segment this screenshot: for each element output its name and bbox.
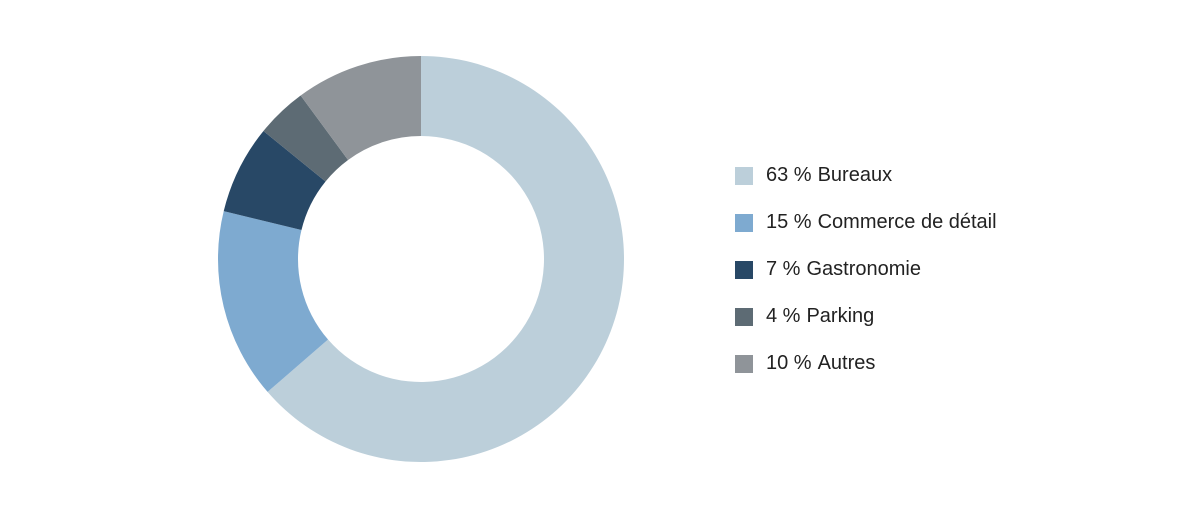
legend-category: Commerce de détail xyxy=(818,211,997,233)
legend-category: Gastronomie xyxy=(806,258,921,280)
legend-label: 10 % Autres xyxy=(766,352,875,374)
legend-swatch xyxy=(735,214,753,232)
legend-swatch xyxy=(735,261,753,279)
legend-category: Parking xyxy=(806,305,874,327)
legend-value: 63 % xyxy=(766,164,812,186)
legend-value: 15 % xyxy=(766,211,812,233)
legend-category: Bureaux xyxy=(818,164,893,186)
legend-swatch xyxy=(735,167,753,185)
legend-swatch xyxy=(735,308,753,326)
legend-value: 4 % xyxy=(766,305,801,327)
legend-label: 7 % Gastronomie xyxy=(766,258,921,280)
legend-swatch xyxy=(735,355,753,373)
donut-segment xyxy=(263,95,349,182)
legend-value: 7 % xyxy=(766,258,801,280)
donut-segment xyxy=(267,56,624,462)
donut-segment xyxy=(300,56,421,160)
legend-category: Autres xyxy=(818,352,876,374)
legend-label: 15 % Commerce de détail xyxy=(766,211,997,233)
legend-label: 63 % Bureaux xyxy=(766,164,892,186)
legend-label: 4 % Parking xyxy=(766,305,874,327)
donut-segment xyxy=(223,130,326,231)
legend-value: 10 % xyxy=(766,352,812,374)
donut-segment xyxy=(217,211,329,392)
